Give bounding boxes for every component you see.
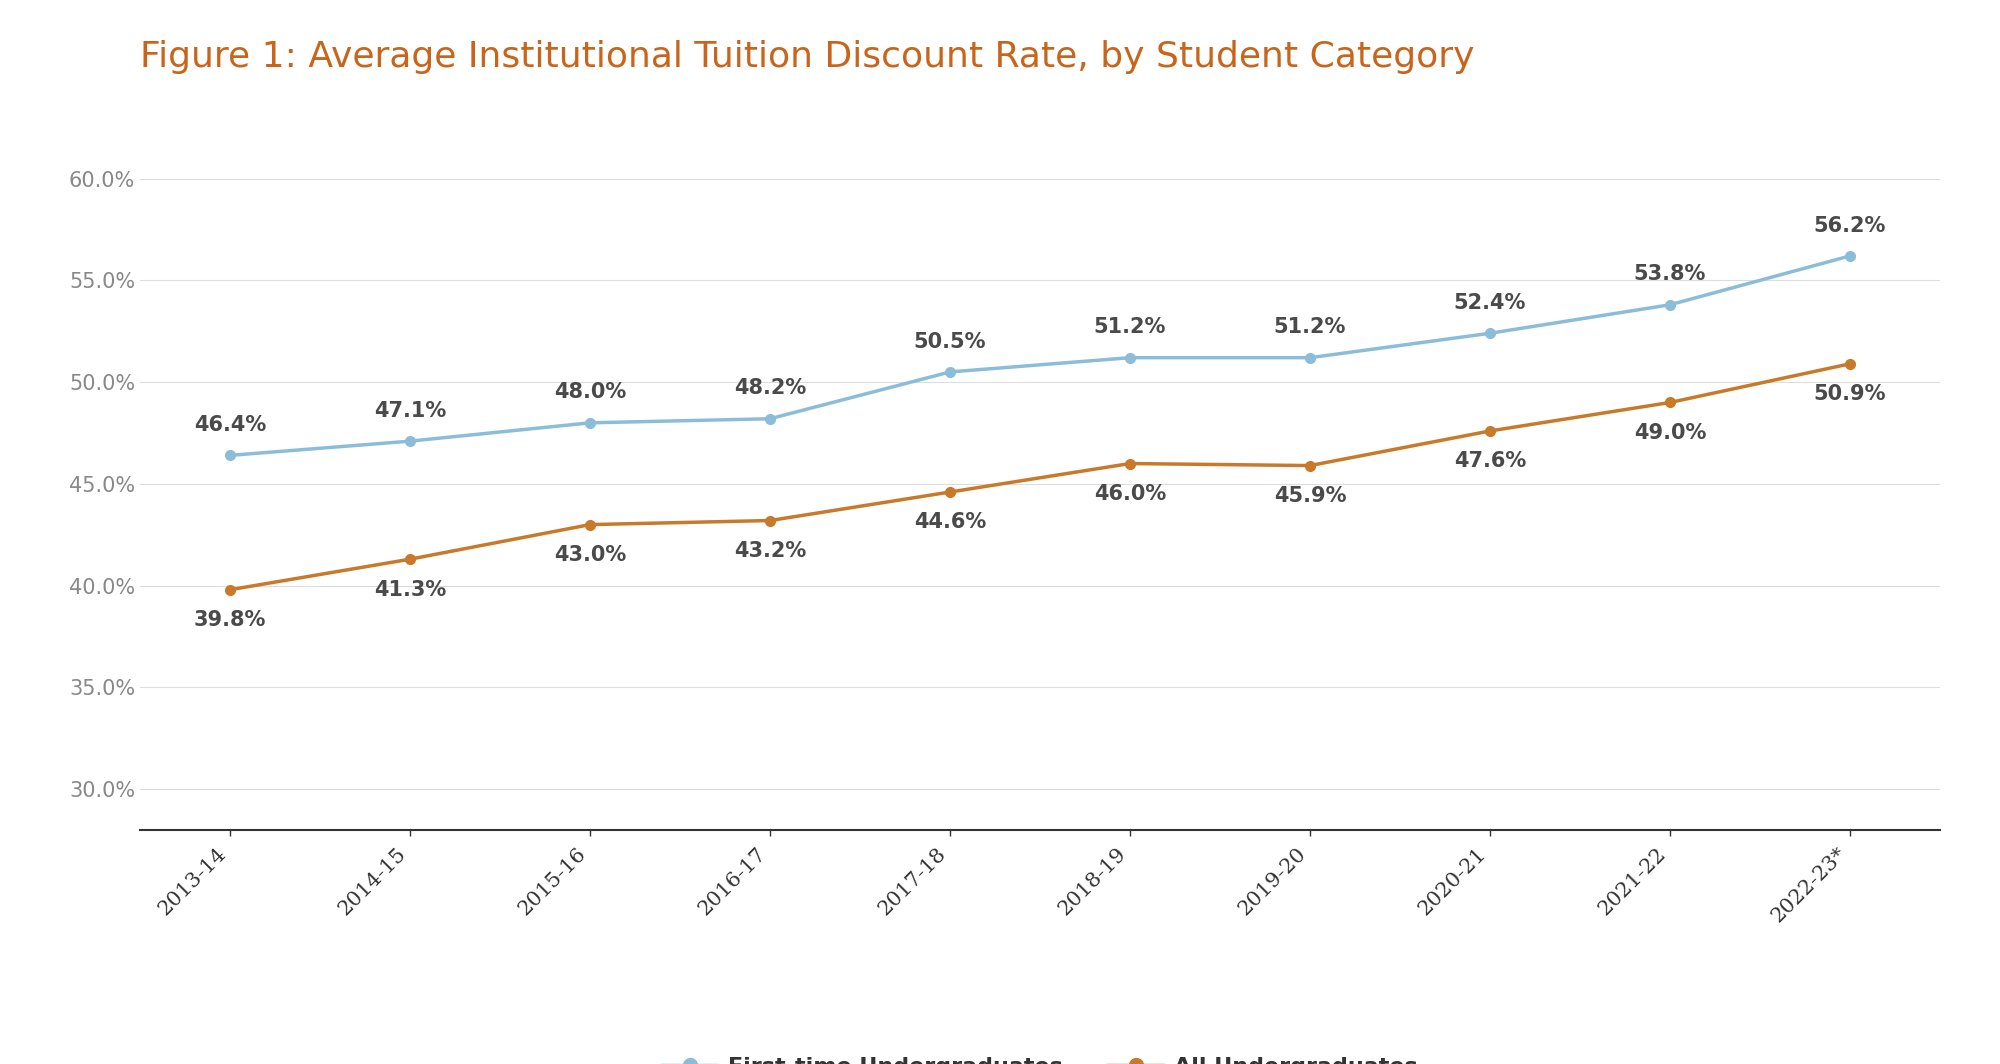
Text: 52.4%: 52.4% <box>1454 293 1526 313</box>
Text: 39.8%: 39.8% <box>194 610 266 630</box>
Text: 50.9%: 50.9% <box>1814 384 1886 404</box>
Text: 46.4%: 46.4% <box>194 415 266 435</box>
Text: 48.0%: 48.0% <box>554 382 626 402</box>
Text: 49.0%: 49.0% <box>1634 422 1706 443</box>
Text: 48.2%: 48.2% <box>734 379 806 398</box>
Text: 51.2%: 51.2% <box>1274 317 1346 337</box>
Text: 44.6%: 44.6% <box>914 513 986 532</box>
Text: 56.2%: 56.2% <box>1814 216 1886 235</box>
Text: 50.5%: 50.5% <box>914 332 986 351</box>
Text: 43.2%: 43.2% <box>734 541 806 561</box>
Text: 51.2%: 51.2% <box>1094 317 1166 337</box>
Text: 43.0%: 43.0% <box>554 545 626 565</box>
Text: 47.1%: 47.1% <box>374 401 446 420</box>
Text: 47.6%: 47.6% <box>1454 451 1526 471</box>
Text: 41.3%: 41.3% <box>374 580 446 599</box>
Text: 46.0%: 46.0% <box>1094 484 1166 504</box>
Legend: First-time Undergraduates, All Undergraduates: First-time Undergraduates, All Undergrad… <box>652 1048 1428 1064</box>
Text: Figure 1: Average Institutional Tuition Discount Rate, by Student Category: Figure 1: Average Institutional Tuition … <box>140 40 1474 74</box>
Text: 45.9%: 45.9% <box>1274 486 1346 505</box>
Text: 53.8%: 53.8% <box>1634 265 1706 284</box>
